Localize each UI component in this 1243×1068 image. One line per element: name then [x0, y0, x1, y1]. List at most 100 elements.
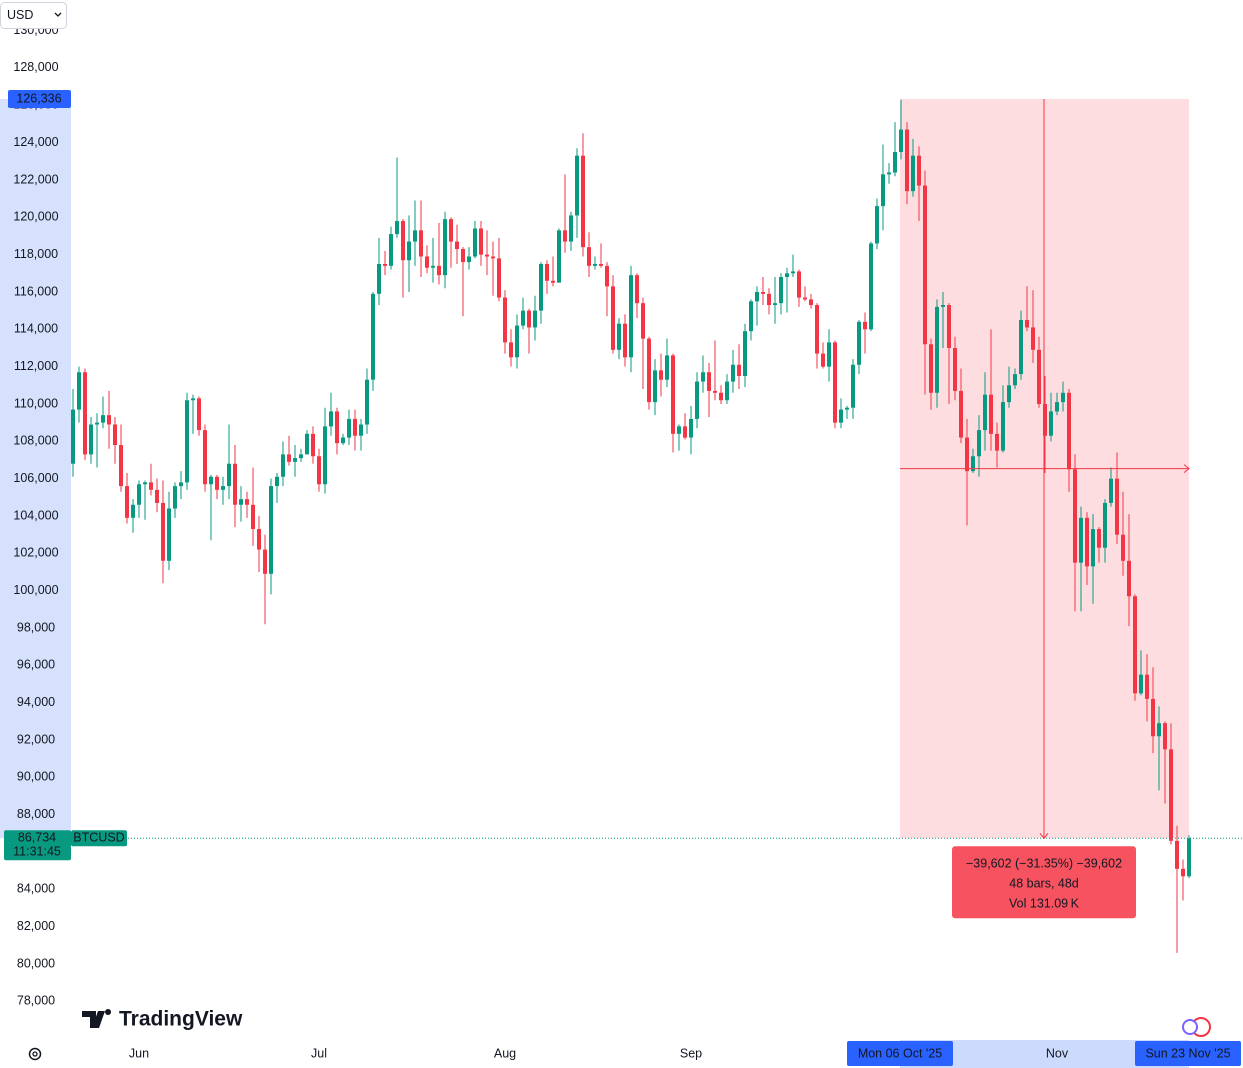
y-tick-label: 80,000 [17, 956, 55, 970]
candle-body [593, 263, 597, 266]
candle-body [257, 529, 261, 550]
candle-body [797, 271, 801, 298]
y-tick-label: 90,000 [17, 770, 55, 784]
measure-text: Vol 131.09 K [1009, 897, 1080, 911]
y-tick-label: 112,000 [14, 359, 58, 373]
candle-body [1145, 674, 1149, 699]
gear-outer [28, 1047, 42, 1061]
candle-body [1013, 374, 1017, 386]
candle-body [947, 305, 951, 348]
candle-body [983, 394, 987, 431]
candle-body [173, 486, 177, 509]
candle-body [611, 286, 615, 350]
candle-body [1001, 402, 1005, 451]
candle-body [995, 433, 999, 451]
candle-body [731, 364, 735, 382]
candle-body [827, 342, 831, 367]
candle-body [407, 241, 411, 261]
candle-body [1079, 517, 1083, 563]
candle-body [755, 291, 759, 302]
candle-body [1139, 674, 1143, 694]
candle-body [635, 275, 639, 304]
candle-body [281, 454, 285, 477]
candle-body [1181, 868, 1185, 877]
currency-dropdown[interactable] [0, 2, 67, 29]
candle-body [869, 243, 873, 330]
candle-body [929, 344, 933, 393]
candle-body [863, 321, 867, 330]
candle-body [149, 482, 153, 490]
candle-body [167, 508, 171, 561]
ui-layer: USD TradingView [0, 2, 1211, 1061]
candle-body [1169, 749, 1173, 841]
candle-body [161, 502, 165, 561]
candle-body [1073, 469, 1077, 563]
y-tick-label: 92,000 [17, 732, 55, 746]
candle-body [131, 504, 135, 518]
candle-body [341, 437, 345, 444]
candle-body [737, 364, 741, 376]
x-tick-label: Mon 06 Oct '25 [858, 1046, 942, 1060]
candle-body [521, 310, 525, 326]
candle-body [773, 303, 777, 306]
candle-body [353, 418, 357, 436]
candle-body [143, 482, 147, 485]
candle-body [599, 263, 603, 266]
candle-body [515, 325, 519, 358]
candle-body [185, 400, 189, 483]
candle-body [845, 407, 849, 410]
candle-body [989, 394, 993, 434]
candle-body [677, 426, 681, 434]
x-tick-label: Sep [680, 1046, 702, 1060]
candle-body [335, 411, 339, 444]
countdown-label: 11:31:45 [13, 845, 61, 859]
candle-body [437, 265, 441, 276]
measure-text: 48 bars, 48d [1009, 877, 1079, 891]
candle-body [1151, 698, 1155, 737]
candle-body [371, 293, 375, 380]
candle-body [617, 323, 621, 350]
candle-body [77, 372, 81, 410]
candle-body [1175, 840, 1179, 869]
candle-body [1019, 319, 1023, 375]
candle-body [1037, 349, 1041, 404]
candle-body [935, 306, 939, 393]
candle-body [191, 398, 195, 401]
candle-body [1025, 319, 1029, 328]
y-tick-label: 84,000 [17, 882, 55, 896]
price-range-shade [0, 99, 71, 839]
candle-body [155, 489, 159, 503]
settings-icon[interactable] [28, 1047, 42, 1061]
candle-body [1091, 529, 1095, 567]
candle-body [1031, 327, 1035, 350]
flag-badge[interactable] [1182, 1017, 1211, 1037]
candle-body [653, 370, 657, 403]
candle-body [743, 331, 747, 376]
candle-body [623, 323, 627, 358]
candle-body [581, 155, 585, 248]
y-tick-label: 116,000 [14, 284, 58, 298]
candle-body [719, 392, 723, 401]
candle-body [551, 280, 555, 283]
candle-body [1187, 838, 1191, 877]
brand-name: TradingView [119, 1008, 243, 1031]
candle-body [389, 234, 393, 266]
candle-body [695, 381, 699, 419]
y-tick-label: 96,000 [17, 658, 55, 672]
y-tick-label: 78,000 [17, 994, 55, 1008]
candle-body [197, 398, 201, 431]
x-label-highlight [847, 1041, 953, 1066]
candle-body [605, 265, 609, 287]
candle-body [473, 228, 477, 257]
candle-body [329, 411, 333, 427]
candle-body [269, 486, 273, 574]
candle-body [401, 221, 405, 261]
candle-body [779, 277, 783, 304]
candle-body [317, 456, 321, 485]
candle-body [659, 370, 663, 380]
candle-body [89, 424, 93, 455]
candle-body [1103, 502, 1107, 548]
candle-body [563, 230, 567, 242]
